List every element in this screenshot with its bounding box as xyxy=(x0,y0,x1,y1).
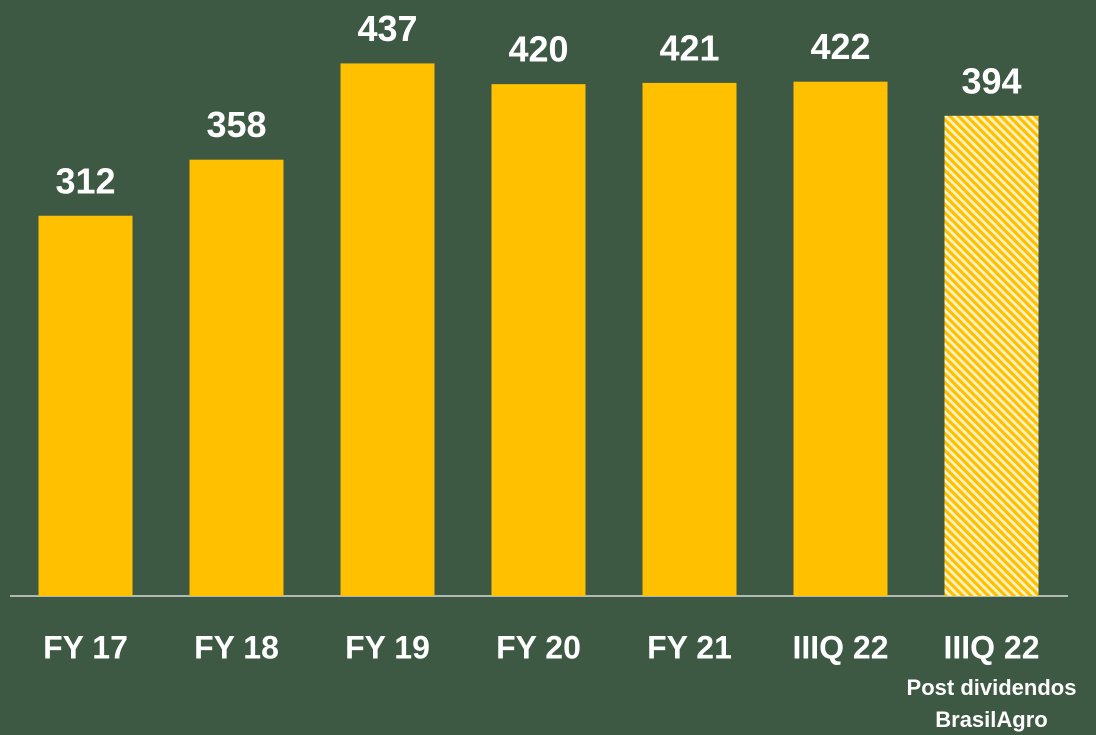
bar xyxy=(189,159,284,596)
bar xyxy=(793,81,888,596)
x-tick-label: FY 18 xyxy=(194,629,279,665)
value-label: 420 xyxy=(508,29,568,70)
value-label: 421 xyxy=(659,27,719,68)
bar xyxy=(944,115,1039,596)
value-label: 358 xyxy=(206,104,266,145)
annotation: BrasilAgro xyxy=(935,707,1047,732)
bar xyxy=(491,84,586,596)
value-label: 422 xyxy=(810,26,870,67)
value-label: 437 xyxy=(357,8,417,49)
annotation: Post dividendos xyxy=(907,675,1077,700)
x-tick-label: IIIQ 22 xyxy=(792,629,888,665)
bar xyxy=(38,215,133,596)
x-tick-label: FY 17 xyxy=(43,629,128,665)
value-label: 312 xyxy=(55,160,115,201)
bar xyxy=(642,82,737,596)
bar xyxy=(340,63,435,596)
x-tick-label: FY 19 xyxy=(345,629,430,665)
x-tick-label: IIIQ 22 xyxy=(943,629,1039,665)
x-tick-label: FY 20 xyxy=(496,629,581,665)
x-tick-label: FY 21 xyxy=(647,629,732,665)
value-label: 394 xyxy=(961,60,1021,101)
